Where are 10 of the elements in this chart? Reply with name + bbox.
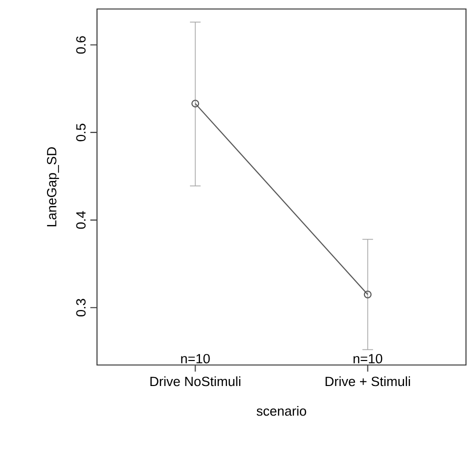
y-tick-label: 0.6 [76,36,86,54]
x-axis-title: scenario [256,406,306,416]
x-tick-label: Drive + Stimuli [326,376,410,386]
annotation: n=10 [354,354,382,364]
annotation: n=10 [181,354,210,364]
y-tick-label: 0.3 [76,298,86,316]
y-axis-title: LaneGap_SD [46,147,60,226]
y-tick-label: 0.4 [76,211,86,229]
y-tick-label: 0.5 [76,124,86,142]
x-tick-label: Drive NoStimuli [150,376,240,386]
